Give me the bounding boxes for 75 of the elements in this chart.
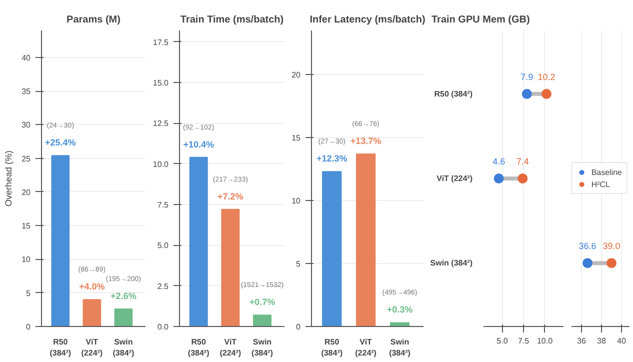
- y-tick-label: 5: [296, 260, 302, 269]
- y-axis-title: Overhead (%): [4, 150, 14, 207]
- bar: [252, 314, 272, 326]
- data-label: +0.3%: [386, 304, 413, 315]
- x-tick-label: 10.0: [536, 336, 554, 346]
- y-tick-label: 25: [22, 154, 32, 164]
- y-tick-label: 12.5: [152, 119, 170, 128]
- data-label: +0.7%: [249, 297, 276, 308]
- legend-label: Baseline: [591, 168, 622, 176]
- x-tick-label: 38: [597, 336, 606, 346]
- x-tick-label: ViT (224²): [81, 338, 103, 358]
- x-tick-label: R50 (384²): [321, 338, 343, 358]
- x-tick-label: ViT (224²): [355, 338, 377, 358]
- y-tick-label: 7.5: [157, 200, 170, 210]
- data-label: +25.4%: [45, 138, 76, 148]
- data-label: +10.4%: [183, 139, 214, 150]
- x-tick-label: Swin (384²): [112, 338, 134, 358]
- bar: [189, 156, 208, 326]
- x-tick-label: R50 (384²): [188, 338, 210, 358]
- y-tick-label: 15.0: [152, 78, 170, 88]
- data-label: +2.6%: [110, 291, 136, 302]
- y-tick-label: 40: [22, 53, 32, 62]
- y-tick-label: 5.0: [157, 241, 170, 250]
- data-label: 7.9: [520, 72, 534, 82]
- x-tick-label: 36: [577, 336, 586, 346]
- data-label: +7.2%: [218, 191, 244, 202]
- bar: [390, 322, 410, 326]
- data-label: 10.2: [538, 72, 556, 82]
- y-tick-label: 30: [22, 120, 32, 130]
- y-tick-label: 10: [22, 255, 32, 264]
- x-tick-label: Swin (384²): [389, 338, 411, 358]
- chart-title: Train GPU Mem (GB): [432, 14, 530, 26]
- y-tick-label: 15: [22, 222, 32, 231]
- bar: [356, 153, 376, 326]
- point: [541, 88, 552, 99]
- bar: [322, 171, 342, 326]
- bar: [51, 155, 70, 326]
- y-tick-label: 10.0: [152, 160, 170, 169]
- data-label: 7.4: [516, 156, 529, 166]
- y-tick-label: ViT (224²): [436, 174, 473, 183]
- chart-title: Params (M): [66, 14, 120, 26]
- x-tick-label: ViT (224²): [220, 338, 242, 358]
- y-tick-label: 0.0: [157, 322, 170, 332]
- y-tick-label: 5: [26, 288, 32, 298]
- data-label: 4.6: [492, 156, 506, 166]
- y-tick-label: Swin (384²): [430, 258, 473, 268]
- x-tick-label: 5.0: [496, 336, 508, 346]
- chart-title: Train Time (ms/batch): [180, 14, 284, 26]
- point: [522, 88, 532, 99]
- point: [494, 174, 504, 184]
- y-tick-label: 15: [292, 134, 302, 143]
- y-tick-label: 0: [296, 322, 302, 332]
- data-label: +12.3%: [316, 154, 348, 164]
- y-tick-label: 10: [292, 196, 302, 206]
- y-tick-label: 20: [292, 70, 302, 80]
- bar: [82, 299, 102, 326]
- x-tick-label: 7.5: [518, 336, 530, 346]
- legend-label: H²CL: [591, 180, 611, 188]
- y-tick-label: 2.5: [157, 282, 170, 291]
- x-tick-label: 40: [617, 336, 626, 346]
- y-tick-label: 0: [26, 322, 32, 332]
- data-label: +13.7%: [350, 136, 382, 146]
- x-tick-label: Swin (384²): [252, 338, 274, 358]
- bar: [114, 308, 133, 326]
- y-tick-label: R50 (384²): [434, 89, 473, 98]
- y-tick-label: 20: [22, 188, 32, 197]
- point: [518, 174, 528, 184]
- x-tick-label: R50 (384²): [50, 338, 72, 358]
- chart-title: Infer Latency (ms/batch): [310, 14, 426, 26]
- data-label: 36.6: [578, 241, 596, 252]
- data-label: +4.0%: [79, 282, 105, 292]
- y-tick-label: 35: [22, 87, 32, 96]
- bar: [221, 208, 240, 326]
- data-label: 39.0: [602, 241, 620, 252]
- y-tick-label: 17.5: [152, 38, 170, 47]
